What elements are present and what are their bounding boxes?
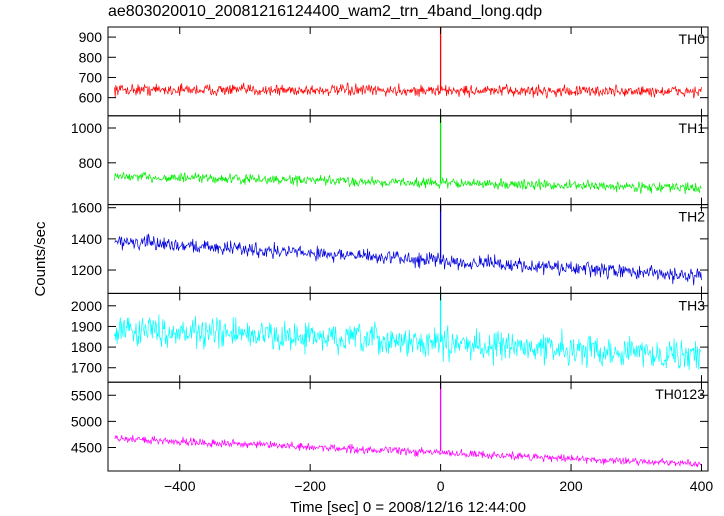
y-tick-label: 700 [79,69,103,85]
y-tick-label: 4500 [71,439,102,455]
y-tick-label: 1900 [71,318,102,334]
y-tick-label: 1700 [71,360,102,376]
chart-title: ae803020010_20081216124400_wam2_trn_4ban… [108,3,543,20]
y-tick-label: 1600 [71,200,102,216]
x-axis: −400 −200 0 200 400 [164,478,713,494]
panel-th0: 600 700 800 900 TH0 [79,26,709,117]
y-tick-label: 5000 [71,413,102,429]
panel-th2: 1200 1400 1600 TH2 [71,200,709,294]
panel-th3: 1700 1800 1900 2000 TH3 [71,292,709,383]
y-tick-label: 2000 [71,298,102,314]
panel-frame [107,26,709,117]
panels-layer: 600 700 800 900 TH0 800 1000 TH1 1200 1400 1600 TH2… [71,26,709,472]
y-tick-label: 1400 [71,231,102,247]
panel-label: TH0123 [655,386,705,402]
x-tick-label: −400 [164,478,196,494]
panel-label: TH2 [679,209,706,225]
y-tick-label: 1800 [71,339,102,355]
series-line-th1 [114,171,702,195]
x-tick-label: 400 [690,478,714,494]
series-line-th0 [114,82,702,99]
series-line-th2 [114,233,702,286]
y-axis-label: Counts/sec [32,221,49,297]
series-line-th0123 [114,434,702,467]
panel-frame [107,115,709,206]
panel-frame [107,292,709,383]
panel-th1: 800 1000 TH1 [71,115,709,206]
x-tick-label: −200 [294,478,326,494]
panel-th0123: 4500 5000 5500 TH0123 [71,381,709,472]
y-tick-label: 5500 [71,387,102,403]
x-tick-label: 0 [437,478,445,494]
panel-label: TH1 [679,120,706,136]
y-tick-label: 600 [79,90,103,106]
y-tick-label: 1000 [71,120,102,136]
y-tick-label: 900 [79,29,103,45]
panel-label: TH0 [679,31,706,47]
x-axis-label: Time [sec] 0 = 2008/12/16 12:44:00 [290,499,526,516]
series-line-th3 [114,314,702,371]
y-tick-label: 1200 [71,262,102,278]
y-tick-label: 800 [79,155,103,171]
panel-frame [107,381,709,472]
panel-label: TH3 [679,297,706,313]
y-tick-label: 800 [79,49,103,65]
x-tick-label: 200 [559,478,583,494]
